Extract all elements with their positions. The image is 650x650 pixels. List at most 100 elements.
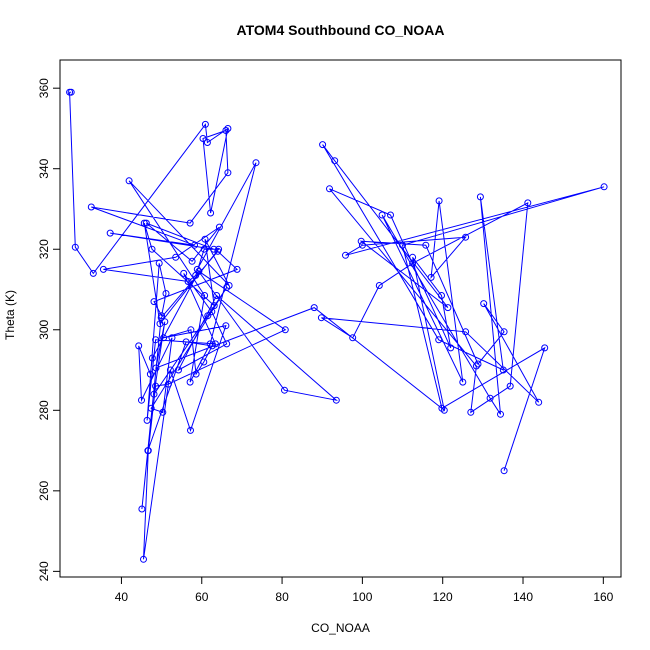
data-point (427, 273, 435, 281)
data-point (331, 157, 339, 165)
data-point (399, 241, 406, 249)
series-line (69, 91, 605, 560)
data-point (233, 265, 241, 273)
data-point (172, 253, 180, 261)
data-point (182, 338, 190, 346)
data-point (357, 237, 365, 245)
data-point (204, 312, 212, 320)
x-tick-label: 100 (352, 590, 372, 604)
data-point (160, 334, 168, 342)
data-point (387, 211, 394, 219)
data-point (252, 159, 260, 167)
data-point (201, 235, 209, 243)
data-point (480, 300, 488, 308)
data-point (146, 370, 154, 378)
data-point (140, 555, 147, 563)
data-point (224, 169, 232, 177)
chart-title: ATOM4 Southbound CO_NOAA (237, 22, 445, 38)
plot-frame (59, 59, 622, 578)
data-point (499, 366, 507, 374)
data-point (152, 382, 160, 390)
data-point (207, 209, 215, 217)
data-point (192, 370, 200, 378)
data-point (199, 135, 207, 142)
data-point (152, 364, 160, 372)
data-point (474, 360, 482, 368)
y-tick-label: 260 (37, 481, 51, 501)
data-point (186, 378, 194, 386)
data-point (281, 326, 289, 334)
y-tick-label: 300 (37, 319, 51, 339)
data-point (375, 282, 383, 289)
data-point (203, 139, 211, 146)
data-point (162, 290, 170, 297)
data-point (184, 278, 192, 285)
data-point (164, 380, 172, 388)
data-point (476, 193, 484, 201)
y-tick-label: 360 (37, 78, 51, 98)
data-point (87, 203, 95, 211)
data-point (422, 241, 430, 249)
data-point (187, 326, 195, 334)
data-point (150, 298, 158, 306)
data-point (201, 292, 209, 299)
data-point (200, 358, 208, 366)
data-point (106, 229, 114, 237)
data-point (155, 259, 163, 267)
x-tick-label: 140 (513, 590, 533, 604)
data-point (193, 265, 201, 273)
data-point (223, 284, 231, 291)
data-point (66, 88, 74, 96)
y-tick-label: 280 (37, 400, 51, 420)
x-tick-label: 160 (593, 590, 613, 604)
data-point (208, 342, 216, 350)
y-tick-label: 320 (37, 239, 51, 259)
data-point (210, 245, 218, 253)
data-point (462, 233, 470, 241)
data-point (467, 408, 475, 416)
data-point (125, 177, 133, 185)
data-point (524, 199, 532, 207)
data-point (332, 396, 340, 404)
x-axis-label: CO_NOAA (311, 621, 370, 635)
data-point (447, 344, 455, 352)
data-point (472, 362, 480, 370)
x-tick-label: 120 (433, 590, 453, 604)
data-point (600, 183, 608, 191)
data-point (506, 382, 514, 390)
data-point (150, 390, 158, 398)
data-point (138, 505, 146, 513)
data-point (166, 366, 174, 374)
x-tick-label: 60 (195, 590, 209, 604)
y-tick-label: 340 (37, 158, 51, 178)
data-point (188, 257, 196, 265)
data-point (142, 219, 150, 227)
series (66, 88, 608, 563)
data-point (99, 265, 107, 273)
data-point (326, 185, 333, 193)
data-point (486, 394, 494, 402)
data-point (409, 259, 417, 267)
data-point (435, 336, 443, 344)
data-point (191, 241, 198, 249)
data-point (135, 342, 143, 350)
data-point (138, 396, 145, 404)
data-point (435, 197, 443, 205)
data-point (500, 328, 508, 336)
data-point (459, 378, 467, 386)
data-point (319, 141, 327, 149)
y-tick-label: 240 (37, 561, 51, 581)
data-point (152, 336, 160, 344)
data-point (187, 426, 194, 434)
data-point (317, 314, 325, 322)
data-point (444, 304, 452, 312)
data-point (438, 404, 446, 412)
data-point (378, 211, 386, 219)
data-point (195, 267, 203, 275)
x-axis: 40 60 80 100 120 140 160 (115, 577, 614, 604)
data-point (358, 241, 366, 249)
data-point (215, 223, 223, 231)
data-point (224, 125, 232, 132)
data-point (213, 292, 221, 299)
